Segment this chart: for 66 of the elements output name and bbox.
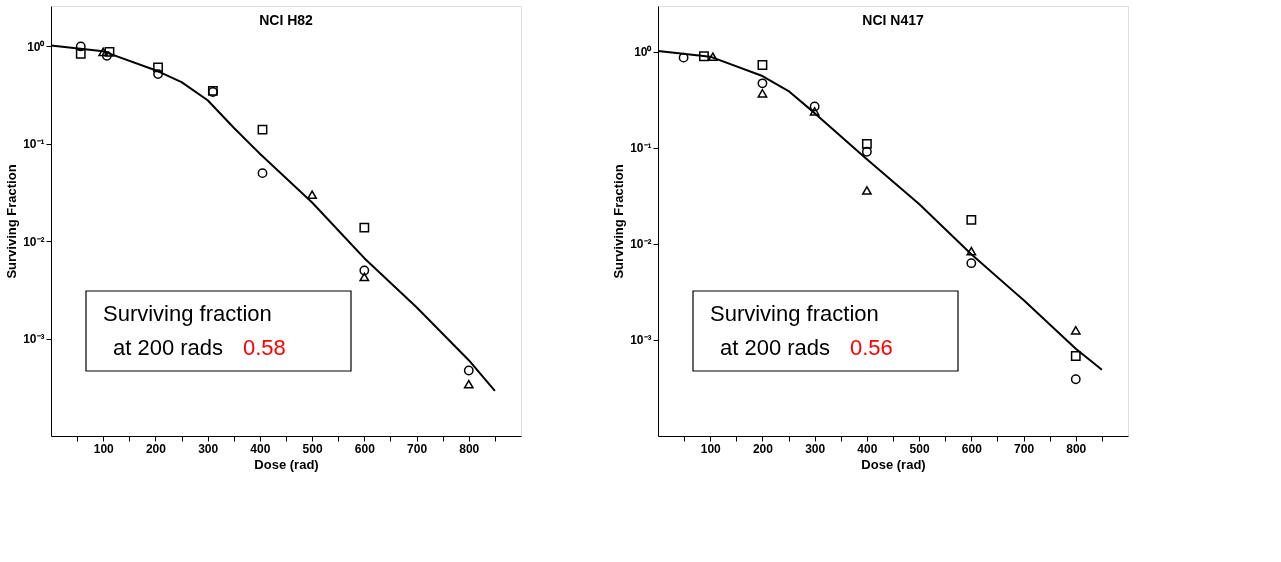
x-tick-label: 400 — [857, 441, 878, 456]
y-tick-label: 10⁻³ — [630, 333, 652, 348]
point — [257, 124, 268, 135]
x-axis-title: Dose (rad) — [254, 456, 319, 472]
x-tick-label: 400 — [250, 441, 271, 456]
x-tick-label: 800 — [1066, 441, 1087, 456]
x-tick-label: 500 — [302, 441, 323, 456]
x-tick-label: 600 — [961, 441, 983, 456]
point — [463, 379, 474, 389]
y-tick-label: 10⁻¹ — [23, 137, 45, 152]
x-tick-label: 600 — [354, 441, 376, 456]
x-tick-label: 800 — [459, 441, 480, 456]
point — [359, 222, 370, 233]
point — [699, 51, 709, 62]
y-axis-title: Surviving Fraction — [611, 164, 627, 279]
point — [75, 48, 86, 59]
x-tick-label: 200 — [145, 441, 167, 456]
x-tick-label: 700 — [1014, 441, 1035, 456]
point — [104, 46, 115, 57]
y-tick-label: 10⁻² — [23, 234, 45, 249]
chart-title: NCI N417 — [862, 12, 924, 28]
point — [757, 78, 768, 89]
x-tick-label: 300 — [805, 441, 826, 456]
chart-title: NCI H82 — [259, 12, 314, 28]
y-axis-title: Surviving Fraction — [4, 164, 20, 279]
point — [1070, 325, 1081, 335]
annotation: Surviving fraction — [103, 301, 272, 326]
annotation: at 200 rads — [720, 335, 831, 360]
y-tick-label: 10⁰ — [634, 45, 653, 60]
y-tick-label: 10⁻¹ — [630, 141, 652, 156]
point — [307, 190, 318, 200]
y-tick-label: 10⁰ — [27, 39, 46, 54]
x-tick-label: 700 — [407, 441, 428, 456]
x-tick-label: 200 — [752, 441, 774, 456]
point — [966, 246, 977, 256]
point — [757, 88, 768, 98]
x-tick-label: 100 — [700, 441, 722, 456]
point — [98, 47, 109, 57]
annotation: Surviving fraction — [710, 301, 879, 326]
y-tick-label: 10⁻³ — [23, 332, 45, 347]
point — [359, 272, 370, 282]
point — [75, 41, 86, 52]
point — [861, 146, 872, 157]
x-tick-label: 300 — [198, 441, 219, 456]
point — [257, 168, 268, 179]
point — [153, 62, 163, 73]
annotation: 0.58 — [243, 335, 286, 360]
point — [463, 365, 474, 376]
x-axis-title: Dose (rad) — [861, 456, 926, 472]
point — [757, 60, 768, 70]
point — [707, 52, 718, 62]
point — [1070, 351, 1081, 361]
y-tick-label: 10⁻² — [630, 237, 652, 252]
annotation: 0.56 — [850, 335, 893, 360]
x-tick-label: 500 — [909, 441, 930, 456]
point — [861, 186, 872, 195]
point — [966, 258, 977, 269]
point — [359, 265, 370, 276]
point — [861, 138, 872, 149]
point — [809, 101, 820, 112]
annotation: at 200 rads — [113, 335, 224, 360]
point — [966, 214, 977, 225]
point — [1070, 374, 1081, 385]
point — [678, 52, 689, 63]
x-tick-label: 100 — [93, 441, 115, 456]
point — [809, 106, 820, 116]
